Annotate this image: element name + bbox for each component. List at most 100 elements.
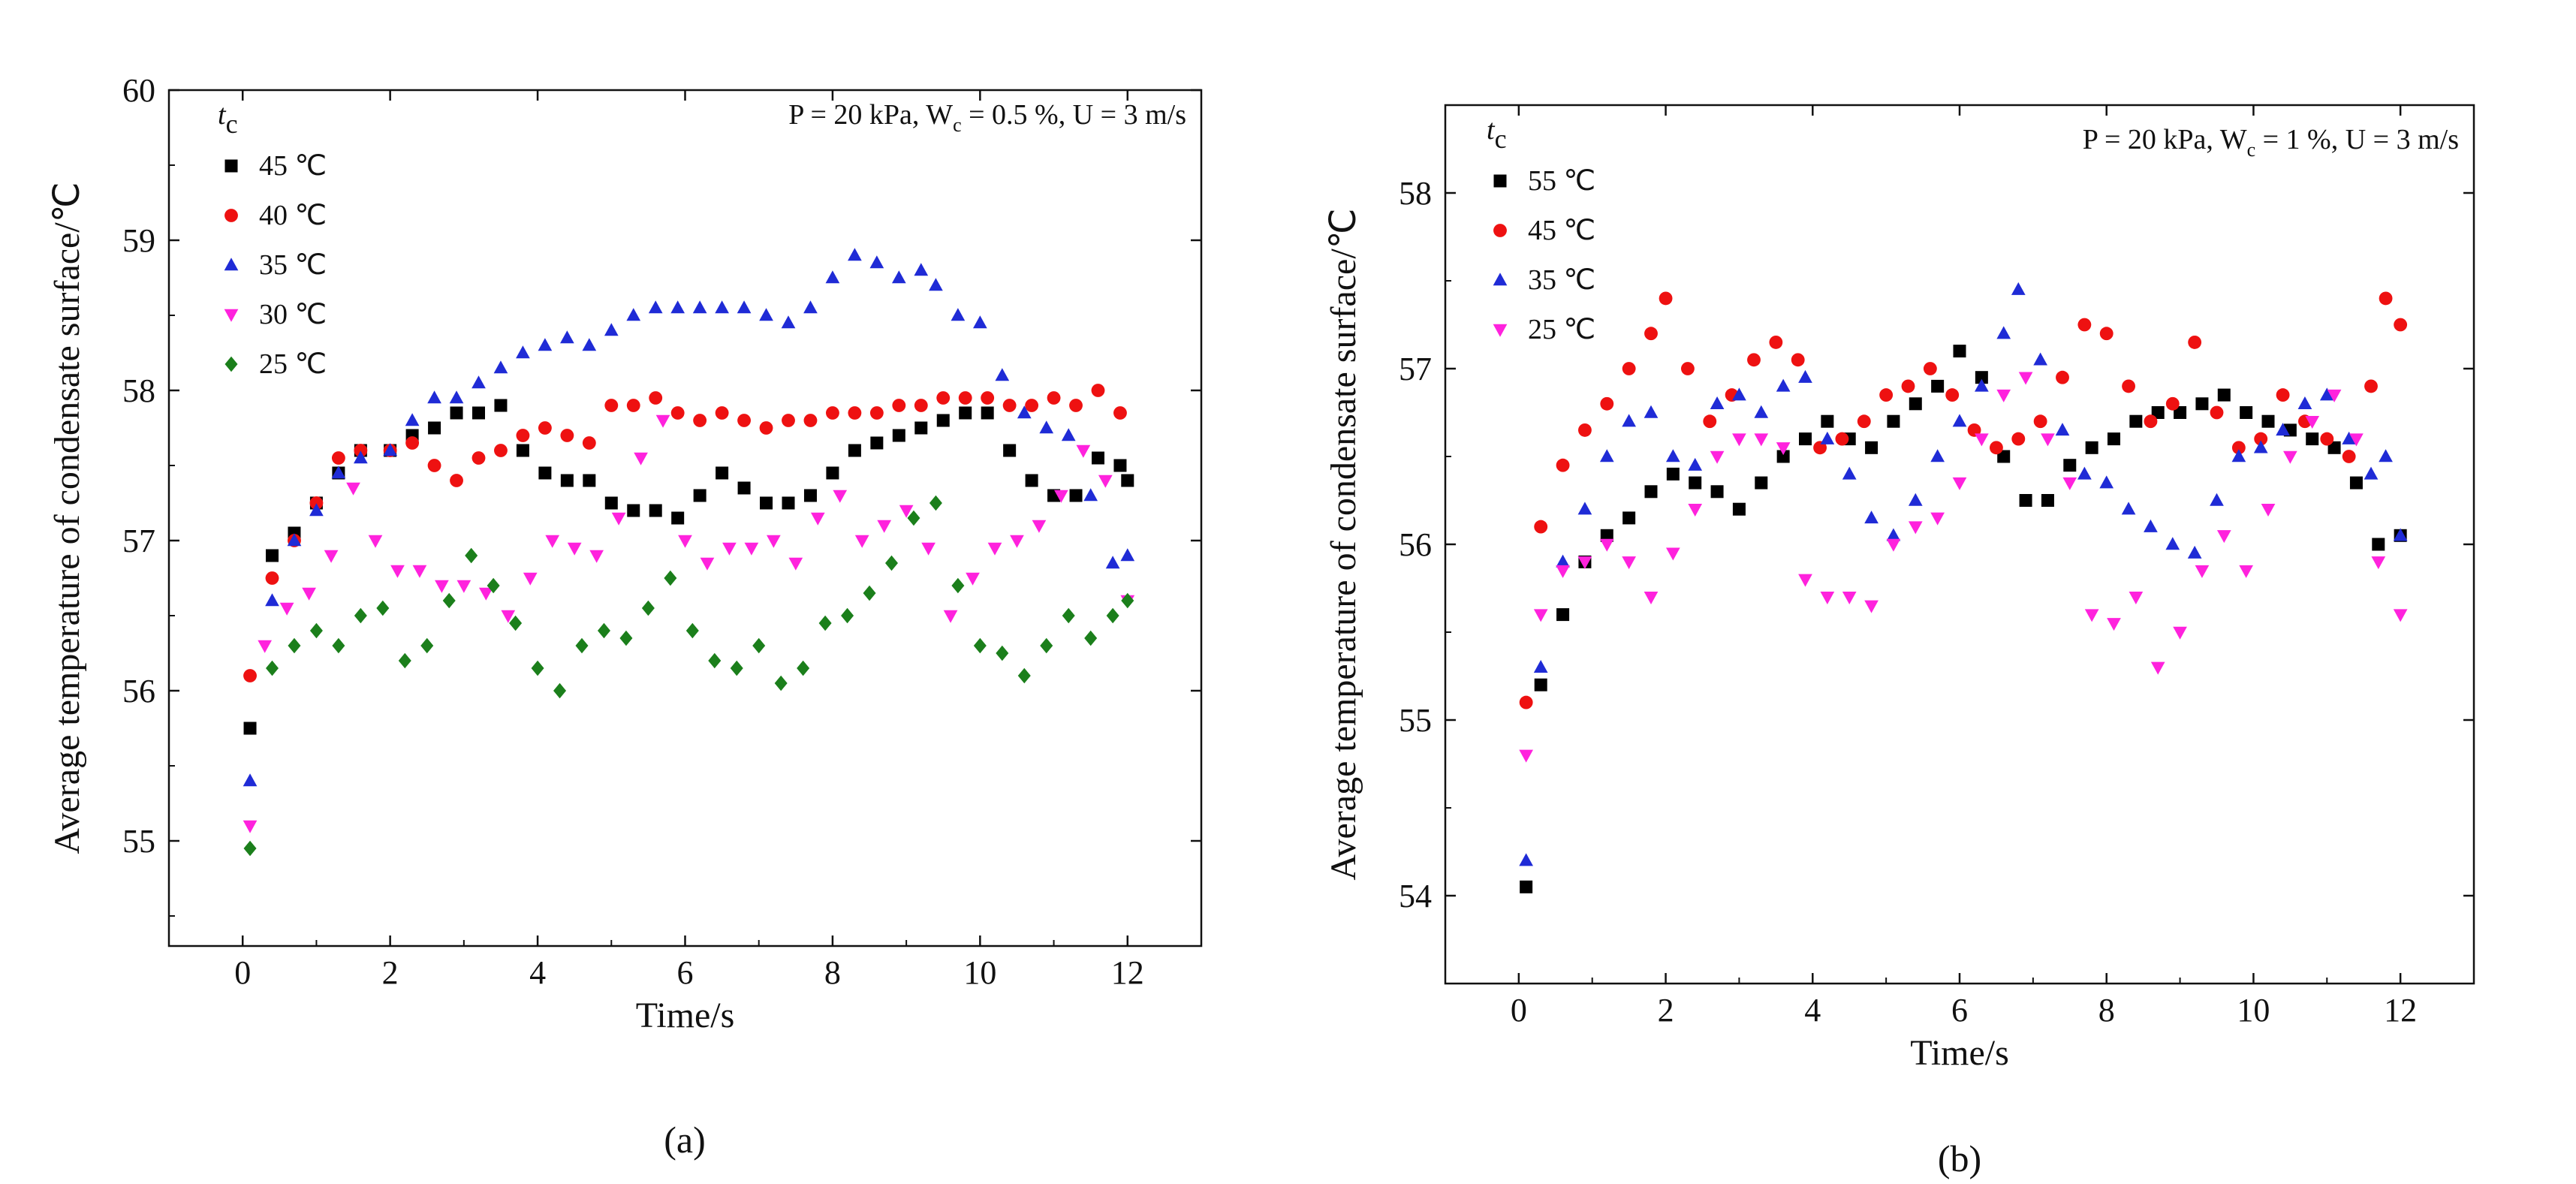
data-point — [2077, 466, 2092, 480]
data-point — [737, 481, 751, 495]
data-point — [2364, 379, 2378, 393]
y-tick-label: 57 — [122, 523, 155, 559]
data-point — [487, 577, 500, 594]
data-point — [1776, 378, 1791, 392]
series-1 — [1519, 291, 2408, 709]
data-point — [692, 300, 707, 314]
x-tick-label: 8 — [2098, 992, 2115, 1029]
data-point — [1754, 405, 1769, 418]
y-tick-label: 60 — [122, 72, 155, 109]
data-point — [501, 610, 516, 623]
data-point — [611, 512, 626, 526]
x-tick-label: 4 — [529, 954, 546, 991]
data-point — [1076, 444, 1091, 458]
data-point — [627, 504, 640, 517]
data-point — [258, 640, 273, 653]
data-point — [810, 512, 825, 526]
data-point — [1975, 378, 1989, 392]
legend-label: 55 ℃ — [1528, 165, 1595, 197]
data-point — [2297, 396, 2312, 410]
data-point — [1821, 414, 1834, 428]
data-point — [368, 535, 383, 548]
data-point — [2144, 519, 2158, 532]
condition-annotation: P = 20 kPa, Wc = 0.5 %, U = 3 m/s — [788, 99, 1186, 136]
data-point — [472, 375, 486, 389]
data-point — [1600, 396, 1614, 411]
data-point — [1842, 591, 1857, 604]
data-point — [2342, 450, 2356, 463]
data-point — [2349, 433, 2364, 447]
x-axis-title: Time/s — [1910, 1033, 2009, 1073]
data-point — [760, 496, 773, 510]
data-point — [1113, 406, 1127, 420]
data-point — [2231, 449, 2246, 462]
data-point — [450, 474, 463, 487]
data-point — [1534, 520, 1548, 534]
data-point — [1040, 637, 1053, 654]
data-point — [1710, 450, 1725, 464]
x-tick-label: 4 — [1804, 992, 1821, 1029]
data-point — [767, 535, 781, 548]
legend-label: 35 ℃ — [259, 249, 327, 281]
data-point — [604, 323, 619, 336]
x-tick-label: 12 — [1111, 954, 1144, 991]
chart-panel-a: 0 2 4 6 8 10 12 55 56 57 58 59 60 Time/s Average tempe… — [47, 72, 1203, 1161]
data-point — [869, 255, 884, 269]
chart-panel-b: 0 2 4 6 8 10 12 54 55 56 57 58 Time/s Average tempera… — [1324, 104, 2475, 1179]
y-tick-label: 54 — [1399, 878, 1432, 914]
data-point — [1975, 371, 1988, 384]
data-point — [907, 510, 920, 526]
data-point — [685, 622, 699, 639]
data-point — [641, 600, 655, 616]
data-point — [1864, 511, 1879, 524]
data-point — [331, 465, 346, 479]
data-point — [589, 550, 604, 563]
data-point — [2393, 528, 2408, 541]
data-point — [2062, 477, 2077, 490]
data-point — [1519, 695, 1533, 709]
data-point — [782, 414, 795, 427]
data-point — [472, 451, 486, 465]
data-point — [744, 542, 759, 556]
data-point — [1842, 466, 1857, 480]
x-tick-label: 6 — [677, 954, 694, 991]
data-point — [1047, 391, 1061, 405]
data-point — [1105, 556, 1120, 569]
data-point — [428, 421, 441, 435]
data-point — [243, 773, 258, 787]
data-point — [582, 338, 597, 351]
data-point — [1666, 467, 1680, 481]
annotation-subscript: c — [953, 114, 962, 136]
data-point — [1820, 591, 1835, 604]
data-point — [390, 565, 405, 578]
data-point — [826, 406, 839, 420]
data-point — [2165, 396, 2180, 411]
data-point — [1967, 423, 1981, 437]
data-point — [332, 637, 345, 654]
data-point — [2150, 661, 2165, 675]
data-point — [1688, 457, 1703, 471]
data-point — [1930, 449, 1945, 462]
legend-title: tc — [1487, 114, 1507, 154]
data-point — [243, 669, 257, 682]
data-point — [833, 490, 848, 503]
data-point — [2019, 494, 2032, 507]
data-point — [1556, 554, 1570, 568]
data-point — [2033, 414, 2047, 429]
data-point — [2144, 414, 2158, 429]
y-tick-label: 58 — [122, 372, 155, 409]
data-point — [958, 391, 972, 405]
data-point — [465, 547, 478, 564]
data-point — [1710, 396, 1725, 410]
data-point — [1069, 399, 1083, 412]
data-point — [1732, 502, 1746, 516]
data-point — [670, 300, 685, 314]
data-point — [354, 607, 367, 624]
data-point — [472, 406, 485, 420]
data-point — [1798, 369, 1812, 383]
data-point — [2121, 502, 2136, 515]
data-point — [1017, 405, 1032, 419]
annotation-main: P = 20 kPa, W — [788, 99, 953, 131]
data-point — [715, 406, 729, 420]
